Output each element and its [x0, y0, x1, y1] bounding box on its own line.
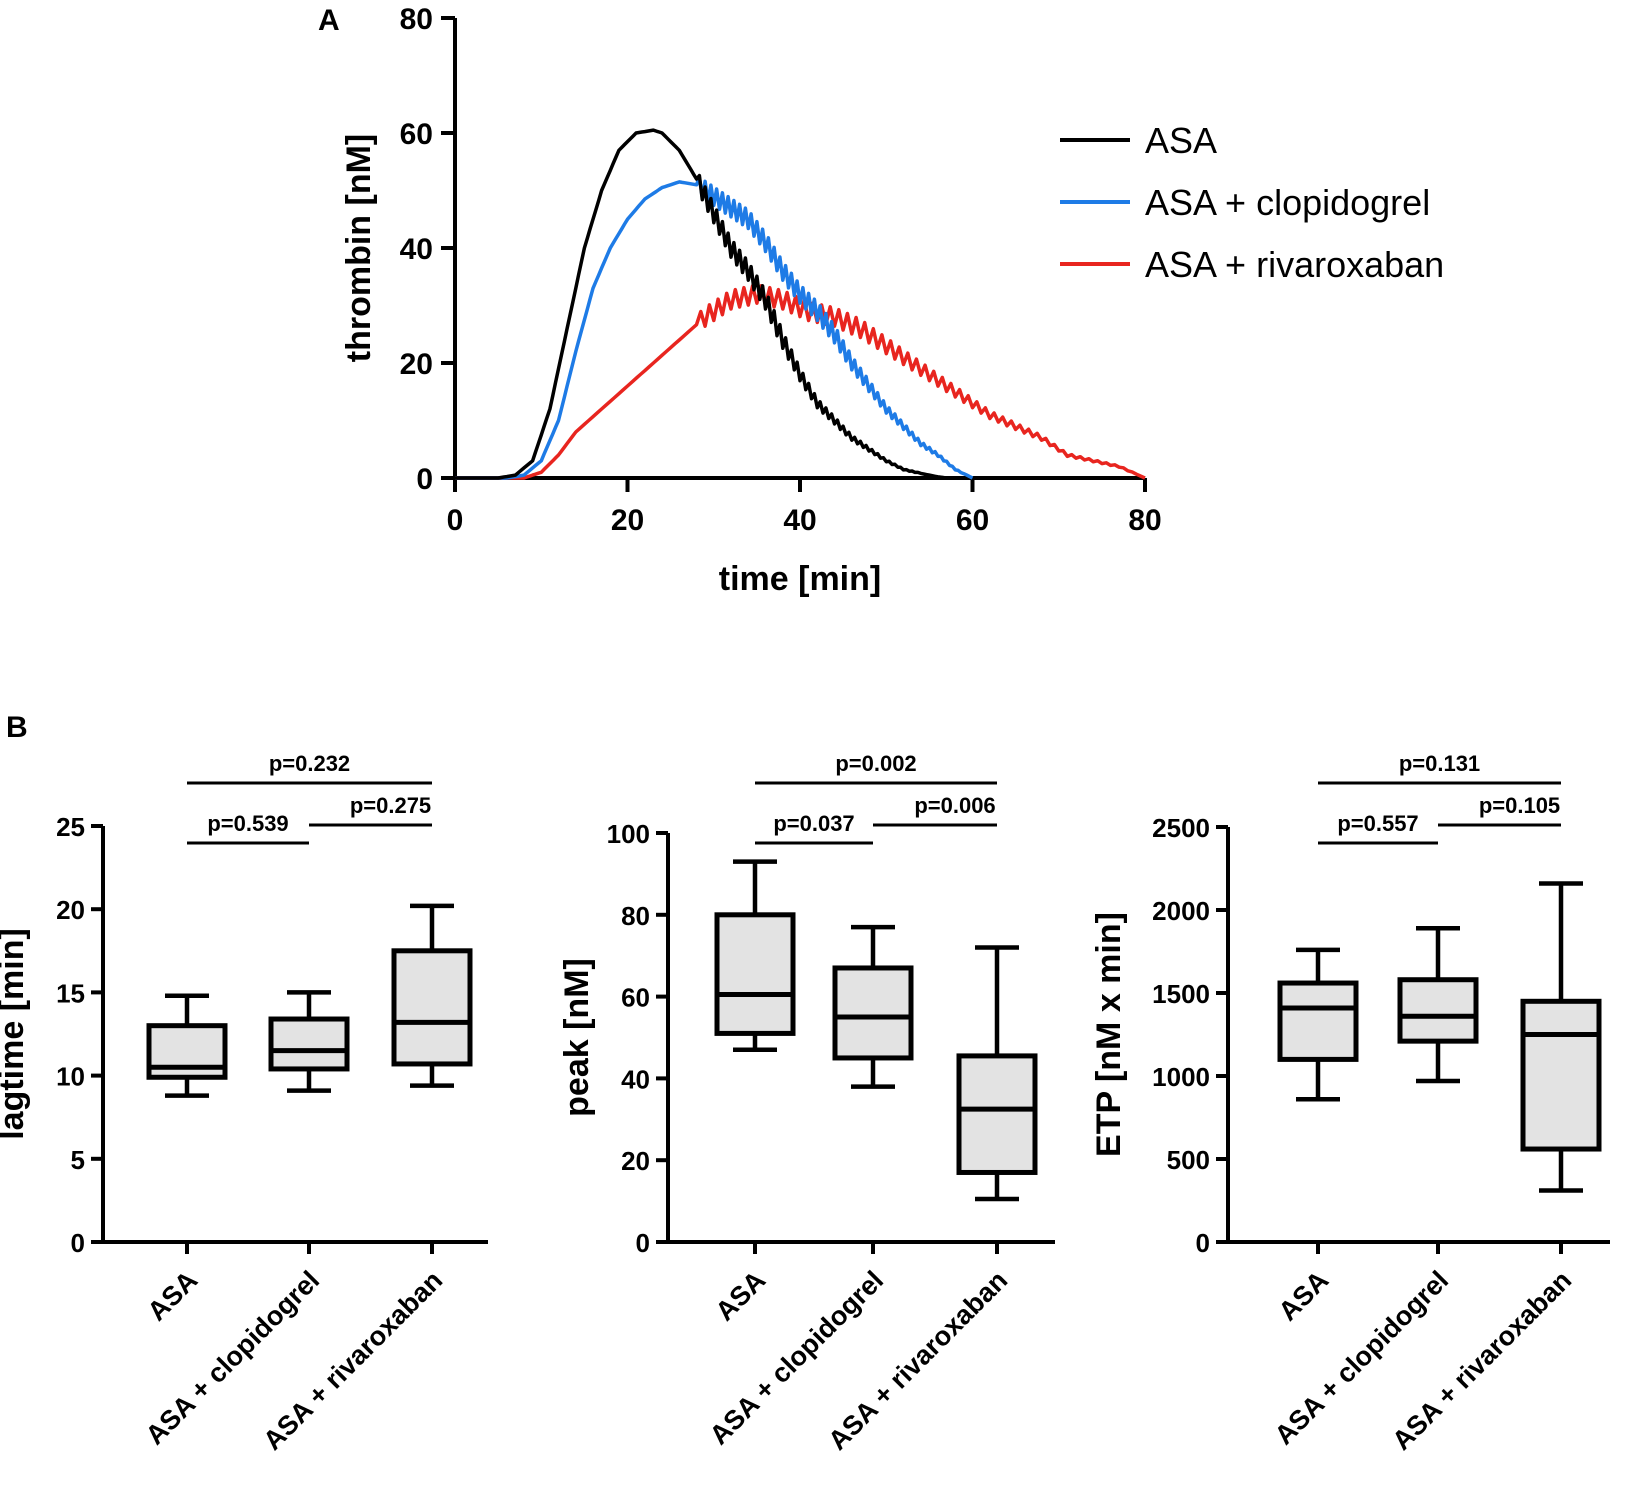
- y-tick-label: 0: [71, 1228, 85, 1258]
- x-axis-title: time [min]: [719, 560, 881, 598]
- y-tick-label: 1000: [1152, 1062, 1210, 1092]
- y-tick-label: 20: [621, 1146, 650, 1176]
- p-value-label: p=0.105: [1479, 793, 1560, 818]
- y-tick-label: 80: [621, 901, 650, 931]
- iqr-box: [1520, 998, 1602, 1152]
- iqr-box: [268, 1016, 350, 1072]
- y-tick-label: 0: [416, 463, 433, 496]
- series-line-asa: [455, 128, 947, 480]
- y-axis-title: ETP [nM x min]: [1090, 912, 1128, 1157]
- panel-a-line-chart: 0 20 40 60 80 0 20 40 60 80 time [min] thrombin [nM…: [340, 3, 1444, 598]
- y-tick-label: 100: [607, 819, 650, 849]
- legend-label: ASA: [1145, 120, 1217, 161]
- y-tick-label: 0: [1196, 1228, 1210, 1258]
- panel-label-a: A: [318, 4, 340, 37]
- x-tick-label: 80: [1128, 504, 1161, 537]
- iqr-box: [1277, 980, 1359, 1062]
- x-tick-label: 40: [783, 504, 816, 537]
- p-value-label: p=0.131: [1399, 751, 1480, 776]
- y-tick-label: 500: [1167, 1145, 1210, 1175]
- p-value-label: p=0.557: [1337, 811, 1418, 836]
- y-tick-label: 0: [636, 1228, 650, 1258]
- panel-label-b: B: [6, 711, 28, 744]
- y-tick-label: 40: [400, 233, 433, 266]
- y-tick-label: 60: [400, 118, 433, 151]
- iqr-box: [832, 965, 914, 1061]
- y-tick-label: 10: [56, 1062, 85, 1092]
- y-tick-label: 40: [621, 1064, 650, 1094]
- p-value-label: p=0.539: [207, 811, 288, 836]
- series-line-asa-clopidogrel: [455, 175, 974, 480]
- y-tick-label: 5: [71, 1145, 85, 1175]
- x-tick-label: 0: [447, 504, 464, 537]
- y-tick-label: 2500: [1152, 813, 1210, 843]
- category-label: ASA: [1273, 1265, 1335, 1327]
- iqr-box: [714, 912, 796, 1036]
- y-tick-label: 20: [400, 348, 433, 381]
- y-tick-label: 25: [56, 812, 85, 842]
- x-tick-label: 20: [611, 504, 644, 537]
- p-value-label: p=0.002: [835, 751, 916, 776]
- category-label: ASA: [710, 1265, 772, 1327]
- p-value-label: p=0.037: [773, 811, 854, 836]
- legend-label: ASA + rivaroxaban: [1145, 244, 1444, 285]
- y-tick-label: 2000: [1152, 896, 1210, 926]
- iqr-box: [956, 1053, 1038, 1175]
- iqr-box: [1397, 977, 1479, 1044]
- legend-label: ASA + clopidogrel: [1145, 182, 1430, 223]
- y-tick-label: 15: [56, 978, 85, 1008]
- p-value-label: p=0.006: [914, 793, 995, 818]
- y-tick-label: 1500: [1152, 979, 1210, 1009]
- y-axis-title: peak [nM]: [558, 958, 596, 1117]
- category-label: ASA: [142, 1265, 204, 1327]
- p-value-label: p=0.232: [269, 751, 350, 776]
- iqr-box: [391, 948, 473, 1067]
- y-axis-title: lagtime [min]: [0, 928, 31, 1140]
- x-tick-label: 60: [956, 504, 989, 537]
- series-line-asa-rivaroxaban: [455, 284, 1146, 480]
- y-tick-label: 80: [400, 3, 433, 36]
- y-tick-label: 20: [56, 895, 85, 925]
- y-axis-title: thrombin [nM]: [340, 134, 378, 363]
- p-value-label: p=0.275: [350, 793, 431, 818]
- y-tick-label: 60: [621, 983, 650, 1013]
